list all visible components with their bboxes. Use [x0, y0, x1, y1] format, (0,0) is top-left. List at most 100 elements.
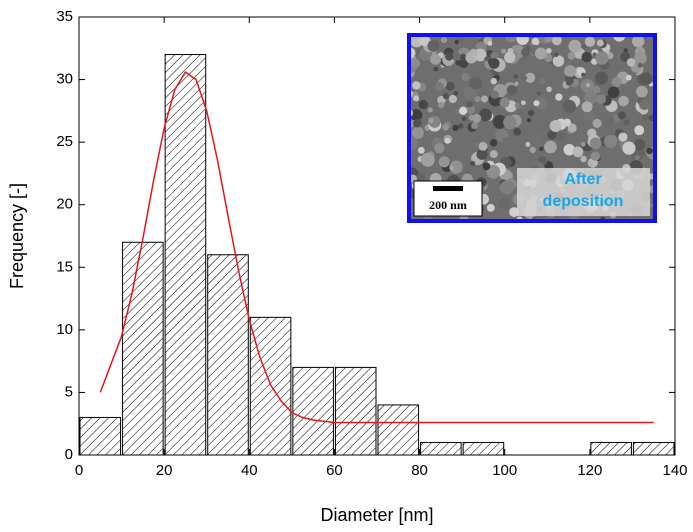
x-tick-label: 0: [75, 462, 83, 479]
y-axis-label: Frequency [-]: [7, 183, 27, 289]
sem-grain: [526, 118, 531, 123]
sem-grain: [587, 160, 593, 167]
sem-grain: [556, 131, 566, 141]
sem-grain: [461, 72, 470, 82]
sem-grain: [594, 71, 608, 85]
sem-grain: [410, 109, 423, 122]
sem-grain: [490, 90, 499, 99]
sem-grain: [632, 35, 645, 48]
bar: [377, 404, 420, 456]
sem-grain: [441, 36, 448, 43]
sem-grain: [486, 203, 495, 212]
sem-grain: [478, 141, 488, 151]
sem-grain: [418, 100, 428, 110]
sem-grain: [636, 85, 648, 98]
bar: [590, 441, 632, 456]
sem-grain: [412, 81, 421, 90]
sem-grain: [463, 86, 478, 100]
sem-grain: [474, 96, 481, 103]
sem-grain: [476, 148, 488, 160]
sem-grain: [472, 113, 482, 123]
sem-grain: [471, 122, 478, 130]
inset-label: deposition: [543, 193, 624, 210]
sem-grain: [529, 146, 536, 154]
sem-grain: [611, 76, 622, 87]
sem-grain: [555, 93, 563, 101]
sem-grain: [544, 54, 553, 62]
sem-grain: [445, 52, 454, 61]
inset-border: [407, 33, 657, 223]
sem-grain: [589, 137, 602, 150]
x-tick-label: 20: [156, 462, 173, 479]
sem-grain: [634, 51, 647, 65]
y-tick-label: 5: [65, 383, 73, 400]
x-tick-label: 140: [662, 462, 687, 479]
bar: [632, 441, 675, 456]
sem-grain: [500, 48, 507, 54]
sem-grain: [442, 123, 449, 131]
x-tick-label: 120: [577, 462, 602, 479]
sem-grain: [544, 140, 557, 154]
sem-grain: [522, 56, 528, 61]
sem-grain: [469, 76, 483, 90]
sem-grain: [552, 55, 565, 67]
sem-grain: [621, 72, 627, 79]
sem-grain: [480, 95, 488, 103]
bar: [462, 441, 505, 456]
sem-grain: [535, 96, 548, 110]
sem-grain: [438, 156, 450, 168]
sem-grain: [487, 41, 493, 46]
sem-grain: [488, 58, 500, 69]
sem-grain: [486, 164, 501, 179]
y-tick-label: 10: [56, 321, 73, 338]
scale-label: 200 nm: [429, 198, 467, 212]
sem-grain: [517, 104, 523, 109]
bar: [334, 366, 377, 456]
sem-grain: [642, 114, 649, 121]
sem-grain: [516, 35, 529, 45]
sem-grain: [618, 95, 629, 107]
sem-grain: [539, 146, 544, 152]
sem-grain: [524, 72, 536, 83]
y-tick-label: 25: [56, 133, 73, 150]
sem-grain: [596, 94, 607, 105]
sem-grain: [549, 120, 562, 132]
sem-grain: [639, 72, 653, 86]
sem-grain: [449, 160, 463, 174]
sem-grain: [533, 100, 540, 107]
sem-grain: [584, 91, 598, 105]
sem-grain: [466, 105, 476, 115]
sem-grain: [506, 85, 518, 96]
sem-grain: [429, 53, 441, 65]
inset-label: After: [564, 171, 601, 188]
sem-grain: [453, 91, 459, 96]
sem-grain: [586, 83, 591, 88]
bar: [79, 416, 122, 456]
sem-grain: [413, 95, 420, 102]
bar: [420, 441, 462, 456]
sem-grain: [634, 155, 640, 160]
fit-curve: [99, 71, 654, 424]
sem-grain: [546, 48, 552, 54]
sem-grain: [458, 106, 468, 115]
sem-grain: [535, 47, 547, 60]
sem-grain: [427, 39, 440, 52]
sem-grain: [559, 47, 569, 57]
sem-grain: [411, 126, 424, 139]
sem-grain: [502, 137, 510, 145]
sem-grain: [623, 119, 630, 126]
sem-grain: [490, 77, 497, 85]
sem-grain: [442, 92, 449, 100]
sem-grain: [521, 47, 531, 57]
y-tick-label: 35: [56, 8, 73, 25]
sem-grain: [567, 123, 577, 133]
sem-grain: [625, 74, 632, 81]
sem-grain: [562, 99, 576, 114]
sem-grain: [539, 78, 546, 85]
sem-grain: [623, 48, 629, 53]
sem-grain: [410, 58, 421, 69]
sem-grain: [500, 180, 514, 195]
sem-grain: [580, 142, 586, 147]
plot-frame: [78, 16, 676, 456]
